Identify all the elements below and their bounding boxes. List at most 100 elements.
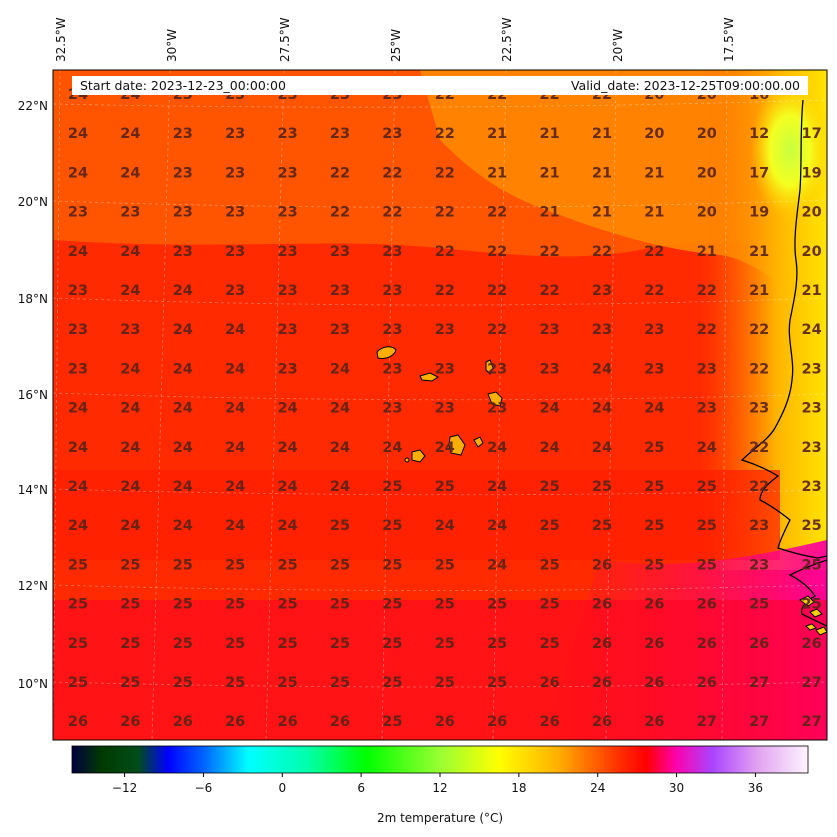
grid-value: 27	[802, 675, 822, 691]
grid-value: 23	[68, 361, 88, 377]
lon-label: 25°W	[389, 29, 403, 62]
grid-value: 22	[644, 244, 664, 260]
grid-value: 22	[435, 165, 455, 181]
temperature-value-grid: 2424232323232322222222202016242423232323…	[68, 87, 822, 730]
grid-value: 22	[487, 283, 507, 299]
grid-value: 25	[382, 479, 402, 495]
grid-value: 23	[278, 361, 298, 377]
grid-value: 23	[225, 244, 245, 260]
grid-value: 24	[435, 440, 455, 456]
colorbar-label: 2m temperature (°C)	[377, 811, 503, 825]
grid-value: 22	[382, 205, 402, 221]
colorbar-tick-label: 36	[748, 781, 763, 795]
colorbar-tick-label: −6	[195, 781, 213, 795]
grid-value: 25	[802, 518, 822, 534]
lon-label: 17.5°W	[722, 17, 736, 62]
grid-value: 21	[644, 165, 664, 181]
grid-value: 17	[749, 165, 769, 181]
grid-value: 25	[592, 518, 612, 534]
grid-value: 21	[592, 205, 612, 221]
grid-value: 25	[225, 597, 245, 613]
grid-value: 24	[173, 518, 193, 534]
colorbar-tick-label: −12	[112, 781, 137, 795]
colorbar-tick-label: 30	[669, 781, 684, 795]
grid-value: 25	[120, 675, 140, 691]
grid-value: 25	[382, 636, 402, 652]
grid-value: 26	[644, 597, 664, 613]
grid-value: 23	[540, 361, 560, 377]
grid-value: 24	[382, 440, 402, 456]
grid-value: 26	[120, 714, 140, 730]
grid-value: 25	[68, 597, 88, 613]
grid-value: 27	[802, 714, 822, 730]
grid-value: 20	[802, 205, 822, 221]
grid-value: 24	[487, 479, 507, 495]
grid-value: 25	[435, 557, 455, 573]
grid-value: 25	[540, 518, 560, 534]
grid-value: 24	[120, 361, 140, 377]
grid-value: 22	[330, 205, 350, 221]
grid-value: 25	[644, 557, 664, 573]
colorbar-tick-label: 12	[432, 781, 447, 795]
grid-value: 24	[173, 479, 193, 495]
grid-value: 24	[68, 401, 88, 417]
grid-value: 24	[68, 518, 88, 534]
grid-value: 21	[802, 283, 822, 299]
grid-value: 25	[225, 636, 245, 652]
grid-value: 25	[540, 557, 560, 573]
grid-value: 23	[330, 244, 350, 260]
map-panel	[53, 70, 827, 740]
grid-value: 23	[382, 244, 402, 260]
bissagos-islands	[799, 595, 827, 636]
grid-value: 24	[120, 518, 140, 534]
grid-value: 23	[278, 205, 298, 221]
grid-value: 24	[68, 165, 88, 181]
grid-value: 26	[68, 714, 88, 730]
grid-value: 24	[120, 165, 140, 181]
grid-value: 25	[330, 597, 350, 613]
colorbar-tick-label: 24	[590, 781, 605, 795]
grid-value: 23	[540, 322, 560, 338]
grid-value: 24	[225, 479, 245, 495]
grid-value: 24	[68, 440, 88, 456]
grid-value: 25	[68, 636, 88, 652]
grid-value: 26	[802, 636, 822, 652]
latitude-labels: 22°N 20°N 18°N 16°N 14°N 12°N 10°N	[18, 99, 48, 691]
grid-value: 25	[330, 636, 350, 652]
grid-value: 25	[487, 597, 507, 613]
grid-value: 21	[697, 244, 717, 260]
grid-value: 24	[225, 322, 245, 338]
grid-value: 26	[435, 714, 455, 730]
grid-value: 24	[120, 244, 140, 260]
grid-value: 23	[644, 322, 664, 338]
grid-value: 25	[435, 675, 455, 691]
grid-value: 24	[330, 401, 350, 417]
grid-value: 22	[749, 361, 769, 377]
temperature-field-cold-spot	[750, 80, 827, 220]
start-date-label: Start date: 2023-12-23_00:00:00	[80, 78, 286, 93]
grid-value: 21	[644, 205, 664, 221]
grid-value: 24	[278, 440, 298, 456]
grid-value: 26	[592, 557, 612, 573]
grid-value: 26	[173, 714, 193, 730]
grid-value: 23	[173, 244, 193, 260]
grid-value: 20	[697, 205, 717, 221]
grid-value: 23	[225, 165, 245, 181]
grid-value: 24	[330, 479, 350, 495]
grid-value: 23	[173, 205, 193, 221]
grid-value: 25	[330, 675, 350, 691]
colorbar-tick-label: 6	[357, 781, 365, 795]
grid-value: 25	[487, 675, 507, 691]
grid-value: 19	[802, 165, 822, 181]
grid-value: 26	[592, 636, 612, 652]
lat-label: 18°N	[18, 292, 48, 306]
grid-value: 26	[278, 714, 298, 730]
grid-value: 20	[802, 244, 822, 260]
grid-value: 21	[487, 126, 507, 142]
grid-value: 24	[592, 361, 612, 377]
lon-label: 22.5°W	[500, 17, 514, 62]
grid-value: 25	[225, 675, 245, 691]
grid-value: 26	[592, 597, 612, 613]
grid-value: 25	[382, 597, 402, 613]
grid-value: 25	[697, 479, 717, 495]
